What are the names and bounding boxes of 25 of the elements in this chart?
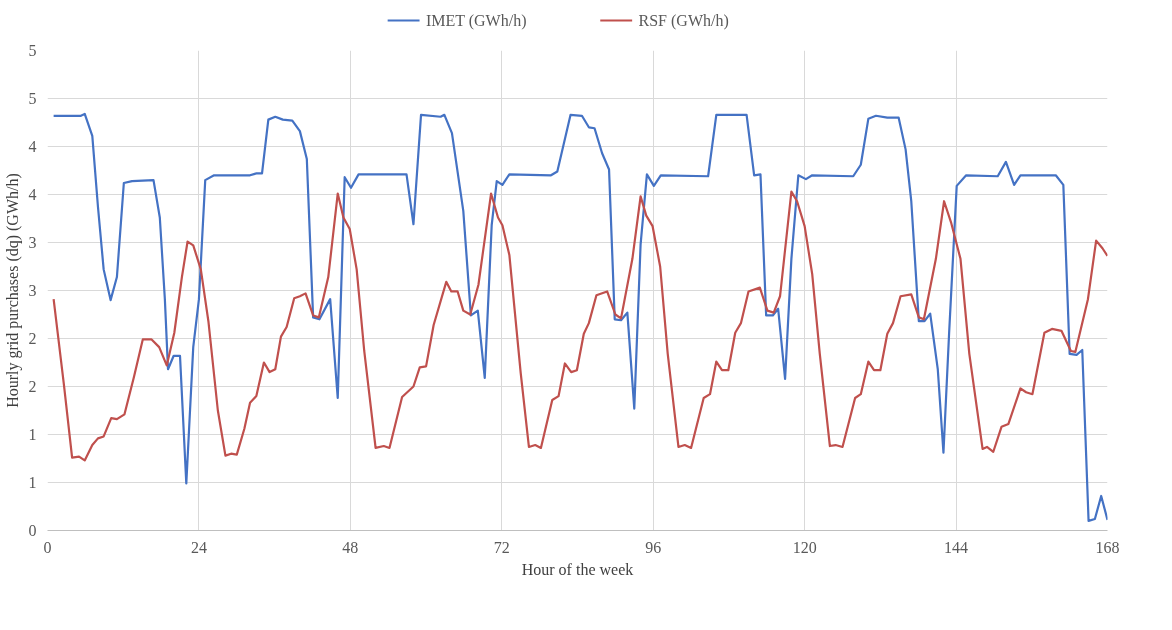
legend-label: IMET (GWh/h) [425,12,527,30]
y-tick-label: 2 [28,330,37,347]
y-tick-label: 1 [28,474,37,491]
y-tick-label: 3 [28,282,37,299]
y-axis-title: Hourly grid purchases (dq) (GWh/h) [3,173,22,408]
x-tick-label: 96 [645,538,662,556]
y-tick-label: 4 [28,138,37,155]
x-axis-title: Hour of the week [521,560,634,578]
line-series [52,112,1108,522]
x-tick-label: 72 [493,538,510,556]
y-tick-label: 5 [28,42,37,59]
line-series [52,190,1108,462]
x-tick-label: 24 [190,538,207,556]
y-tick-label: 2 [28,378,37,395]
x-tick-label: 168 [1095,538,1120,556]
y-tick-label: 3 [28,234,37,251]
y-tick-label: 4 [28,186,37,203]
y-tick-label: 0 [28,522,37,539]
x-tick-label: 48 [342,538,359,556]
y-tick-label: 5 [28,90,37,107]
legend-label: RSF (GWh/h) [638,12,729,30]
x-tick-label: 0 [43,538,52,556]
x-tick-label: 144 [944,538,969,556]
x-tick-label: 120 [792,538,817,556]
y-tick-label: 1 [28,426,37,443]
